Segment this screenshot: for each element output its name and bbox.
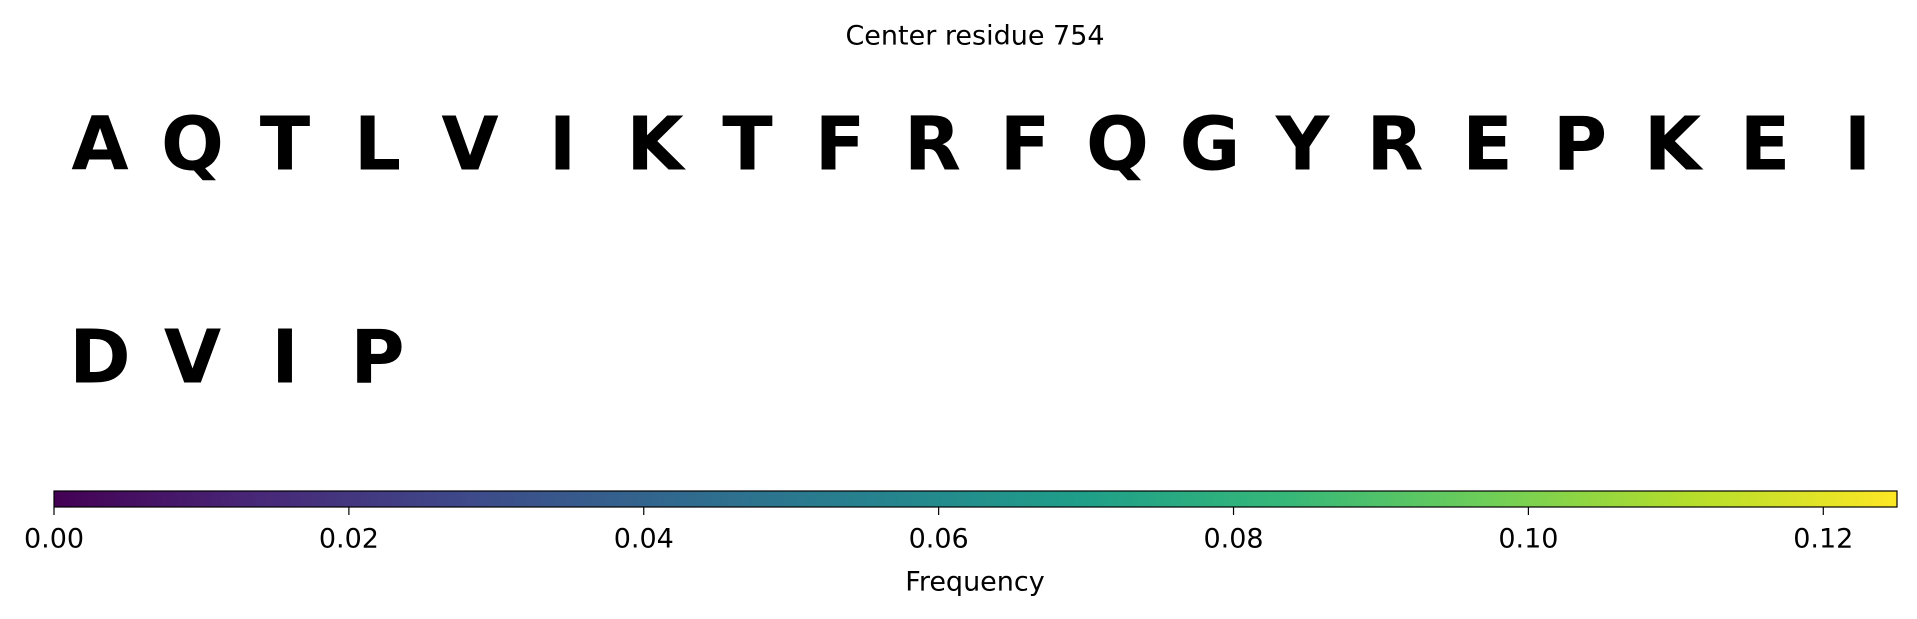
residue: I — [549, 102, 577, 188]
residue: D — [69, 315, 130, 401]
residue: Y — [1275, 102, 1331, 188]
residue: V — [164, 315, 221, 401]
residue: E — [1740, 102, 1791, 188]
residue: Q — [161, 102, 224, 188]
residue: V — [441, 102, 498, 188]
tick-label: 0.04 — [614, 524, 674, 555]
residue: R — [1367, 102, 1424, 188]
residue: F — [815, 102, 866, 188]
residue: I — [1844, 102, 1872, 188]
residue: F — [1000, 102, 1051, 188]
residue: E — [1462, 102, 1513, 188]
tick-label: 0.00 — [24, 524, 84, 555]
residue: G — [1180, 102, 1241, 188]
residue: R — [904, 102, 961, 188]
colorbar — [53, 490, 1898, 508]
residue: P — [350, 315, 404, 401]
residue: T — [260, 102, 311, 188]
tick-label: 0.06 — [909, 524, 969, 555]
residue: K — [1644, 102, 1704, 188]
residue: T — [722, 102, 773, 188]
residue: Q — [1086, 102, 1149, 188]
residue: L — [354, 102, 401, 188]
tick-label: 0.08 — [1203, 524, 1263, 555]
tick-label: 0.02 — [319, 524, 379, 555]
tick-label: 0.10 — [1498, 524, 1558, 555]
chart-title: Center residue 754 — [845, 21, 1104, 52]
tick-label: 0.12 — [1793, 524, 1853, 555]
residue: A — [71, 102, 128, 188]
residue: P — [1553, 102, 1607, 188]
residue: K — [626, 102, 686, 188]
colorbar-label: Frequency — [905, 567, 1045, 598]
residue: I — [271, 315, 299, 401]
